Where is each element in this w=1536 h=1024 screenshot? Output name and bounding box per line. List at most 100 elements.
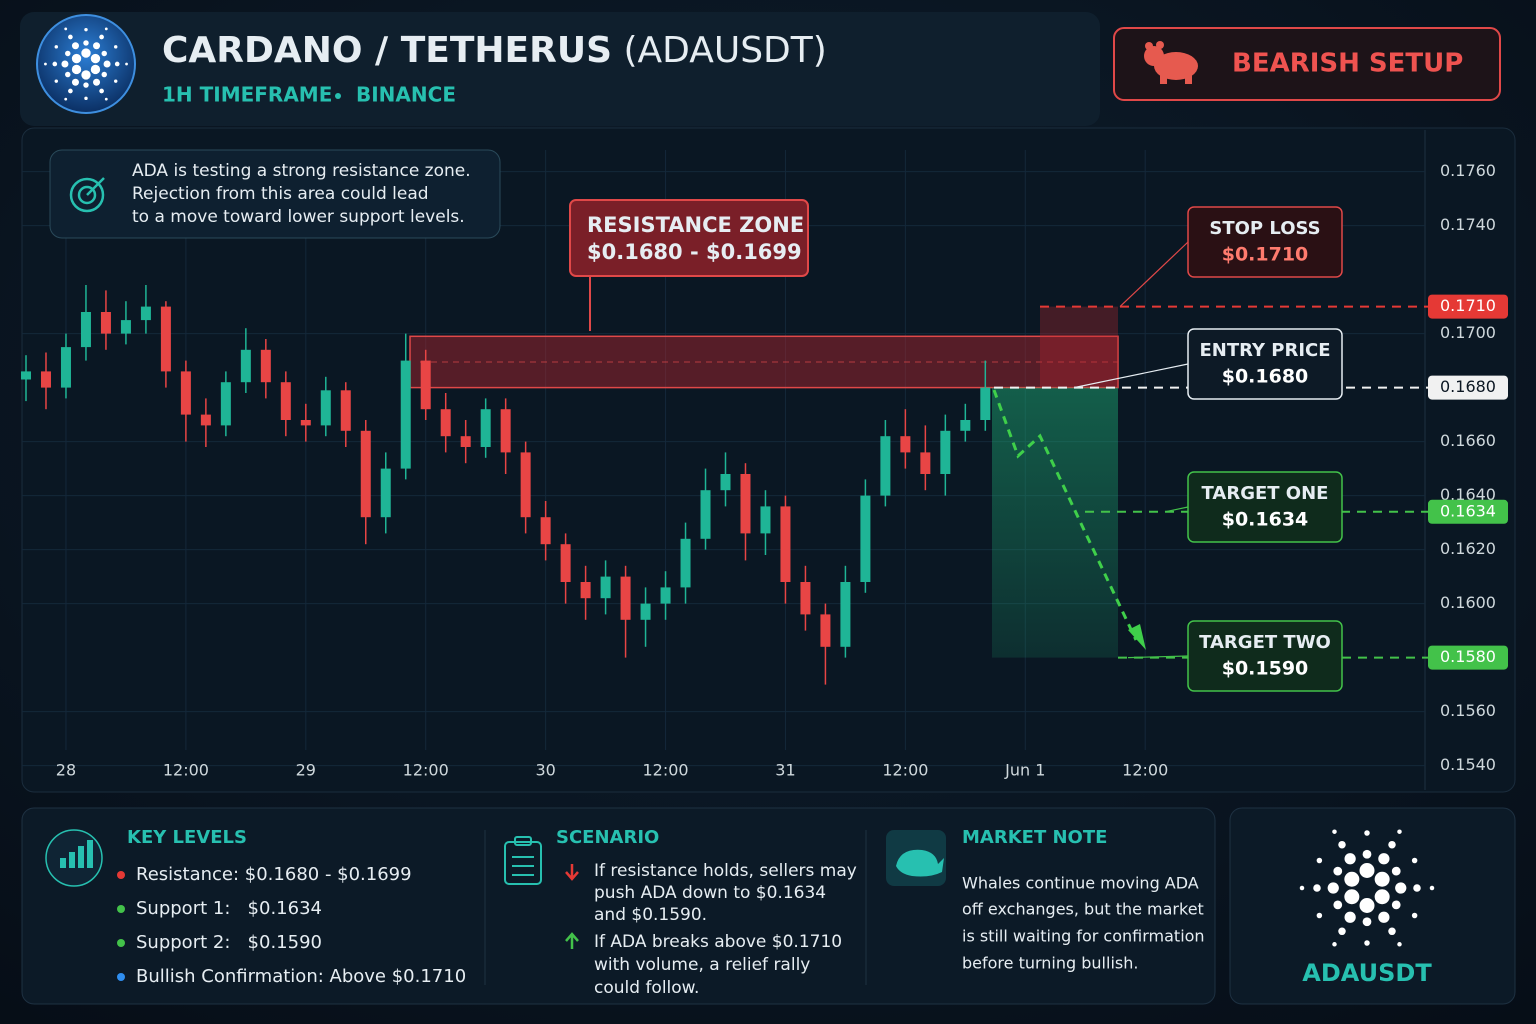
level-price: $0.1634 xyxy=(1222,509,1309,531)
candle-body xyxy=(500,409,511,453)
bullet xyxy=(117,871,125,879)
price-tag-label: 0.1680 xyxy=(1440,377,1496,396)
dot xyxy=(71,64,82,75)
level-name: STOP LOSS xyxy=(1209,218,1320,239)
plot: 0.1760 0.1740 0.1700 0.1660 0.1640 0.1620 0.16… xyxy=(20,150,1508,780)
y-tick-label: 0.1760 xyxy=(1440,161,1496,180)
dot xyxy=(61,60,69,68)
whale-icon xyxy=(896,849,944,877)
candle-body xyxy=(440,409,451,437)
dot xyxy=(93,78,101,86)
candle-body xyxy=(820,614,831,647)
candle-body xyxy=(180,371,191,415)
candle-body xyxy=(780,506,791,582)
dot xyxy=(71,53,82,64)
dot xyxy=(93,42,101,50)
timeframe: 1H TIMEFRAME xyxy=(162,83,332,107)
x-tick-label: 12:00 xyxy=(642,761,688,780)
header-panel xyxy=(20,12,1100,126)
bullet xyxy=(117,905,125,913)
level-connector xyxy=(1119,241,1189,308)
candle-body xyxy=(840,582,851,647)
dot xyxy=(1333,900,1343,910)
candle-body xyxy=(280,382,291,420)
dot xyxy=(104,97,108,101)
up-arrow xyxy=(565,932,579,949)
level-name: TARGET TWO xyxy=(1199,632,1331,653)
x-tick-label: 12:00 xyxy=(882,761,928,780)
candle-body xyxy=(980,387,991,420)
candle-body xyxy=(340,390,351,431)
level-box xyxy=(1187,328,1343,400)
panel-title: KEY LEVELS xyxy=(127,827,247,848)
candle-body xyxy=(900,436,911,453)
note-line: before turning bullish. xyxy=(962,954,1138,973)
scenario-line: If ADA breaks above $0.1710 xyxy=(594,932,842,952)
candle-body xyxy=(760,506,771,534)
level-item: Resistance: $0.1680 - $0.1699 xyxy=(136,864,412,885)
candle-body xyxy=(880,436,891,496)
dot xyxy=(1395,882,1407,894)
dot xyxy=(90,64,101,75)
dot xyxy=(54,45,58,49)
candle-body xyxy=(220,382,231,426)
candle-body xyxy=(640,603,651,620)
candle-body xyxy=(740,474,751,534)
level-connector xyxy=(1164,506,1189,513)
x-tick-label: 28 xyxy=(56,761,76,780)
title: CARDANO / TETHERUS (ADAUSDT) xyxy=(162,30,827,71)
candle-body xyxy=(800,582,811,615)
x-tick-label: Jun 1 xyxy=(1004,761,1045,780)
bullet xyxy=(117,939,125,947)
dot xyxy=(1388,927,1396,936)
badge-text: BEARISH SETUP xyxy=(1232,49,1463,79)
candle-body xyxy=(120,320,131,334)
dot xyxy=(81,70,91,80)
separator-dot xyxy=(335,93,341,99)
candle-body xyxy=(580,582,591,599)
dot xyxy=(83,40,89,46)
logo-dots xyxy=(1299,829,1435,947)
dot xyxy=(99,88,104,94)
reward-zone xyxy=(992,387,1118,658)
note-line: ADA is testing a strong resistance zone. xyxy=(132,161,471,181)
dot xyxy=(44,62,47,66)
bullet xyxy=(117,973,125,981)
dot xyxy=(1344,871,1360,887)
candle-body xyxy=(860,495,871,582)
dot xyxy=(1316,857,1323,864)
candle-body xyxy=(620,576,631,620)
dot xyxy=(1359,863,1375,878)
candle-body xyxy=(520,452,531,518)
y-tick-label: 0.1660 xyxy=(1440,431,1496,450)
candle-body xyxy=(20,371,31,380)
level-connector xyxy=(1073,363,1189,389)
scenario-line: If resistance holds, sellers may xyxy=(594,861,857,881)
candle-body xyxy=(60,347,71,388)
scenario-line: with volume, a relief rally xyxy=(594,955,810,975)
dot xyxy=(64,27,68,31)
dot xyxy=(64,97,68,101)
dot xyxy=(114,61,120,67)
price-tag xyxy=(1428,499,1508,524)
dot xyxy=(1378,911,1390,923)
bear-icon xyxy=(1144,41,1198,84)
dot xyxy=(1362,917,1372,927)
dot xyxy=(101,50,107,57)
candle-body xyxy=(720,474,731,491)
level-price: $0.1710 xyxy=(1222,244,1309,266)
dot xyxy=(68,88,73,94)
price-tag xyxy=(1428,294,1508,319)
panel-title: SCENARIO xyxy=(556,827,659,848)
logo-label: ADAUSDT xyxy=(1302,959,1432,987)
dot xyxy=(65,50,71,57)
dot xyxy=(90,53,101,64)
candle-body xyxy=(240,349,251,383)
dot xyxy=(1333,866,1343,876)
dot xyxy=(99,34,104,40)
dot xyxy=(84,27,88,32)
y-tick-label: 0.1740 xyxy=(1440,215,1496,234)
dot xyxy=(1364,830,1370,836)
candle-body xyxy=(360,430,371,518)
